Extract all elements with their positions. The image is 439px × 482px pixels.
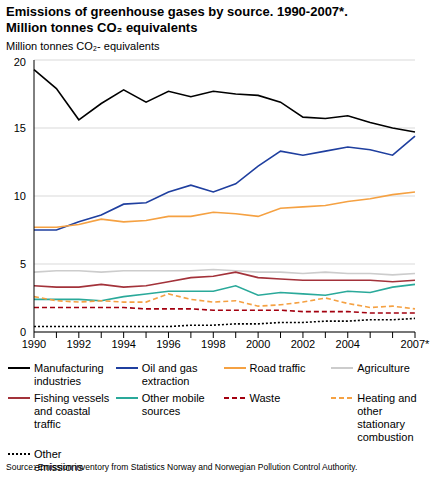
svg-text:1996: 1996 <box>156 338 180 350</box>
svg-text:1992: 1992 <box>67 338 91 350</box>
html-text:Manufacturing industries: Manufacturing industries <box>34 362 104 387</box>
svg-text:5: 5 <box>20 258 26 270</box>
html-text:Oil and gas extraction: Oil and gas extraction <box>141 362 198 387</box>
svg-text:10: 10 <box>14 190 26 202</box>
svg-text:1994: 1994 <box>111 338 135 350</box>
svg-text:1990: 1990 <box>22 338 46 350</box>
html-text:Fishing vessels and coastal tr: Fishing vessels and coastal traffic <box>34 392 110 430</box>
svg-text:2004: 2004 <box>336 338 360 350</box>
html-text:Road traffic: Road traffic <box>249 362 306 374</box>
html-text:Other emissions: Other emissions <box>34 448 83 473</box>
svg-text:2000: 2000 <box>246 338 270 350</box>
svg-text:2002: 2002 <box>291 338 315 350</box>
html-text:Source: Emission inventory fro: Source: Emission inventory from Statisti… <box>6 462 358 472</box>
html-text:Heating and other stationary c: Heating and other stationary combustion <box>357 392 417 443</box>
html-text:Emissions of greenhouse gases: Emissions of greenhouse gases by source.… <box>6 4 348 19</box>
svg-text:15: 15 <box>14 122 26 134</box>
html-text:Waste: Waste <box>249 392 281 404</box>
svg-text:2007*: 2007* <box>401 338 430 350</box>
svg-text:20: 20 <box>14 56 26 68</box>
svg-text:0: 0 <box>20 326 26 338</box>
html-text:Agriculture: Agriculture <box>357 362 410 374</box>
html-text:Other mobile sources: Other mobile sources <box>141 392 205 417</box>
html-text:Million tonnes CO₂ equivalents: Million tonnes CO₂ equivalents <box>6 20 198 35</box>
html-text:Million tonnes CO₂- equivalent: Million tonnes CO₂- equivalents <box>6 40 160 52</box>
svg-text:1998: 1998 <box>201 338 225 350</box>
